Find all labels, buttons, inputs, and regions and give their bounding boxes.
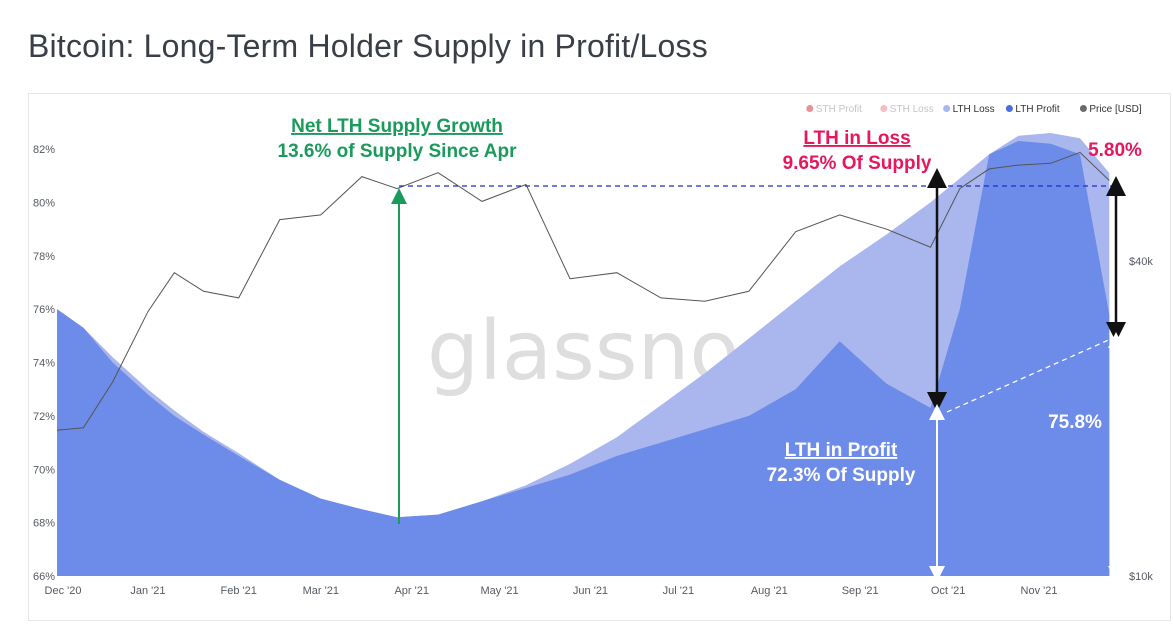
x-tick-label: Jan '21 [130,585,165,597]
legend-label[interactable]: STH Loss [890,104,934,115]
y-tick-label: 68% [33,518,55,530]
x-tick-label: Aug '21 [751,585,788,597]
y-axis-left: 66% 68% 70% 72% 74% 76% 78% 80% 82% [33,144,55,583]
x-tick-label: Jun '21 [573,585,608,597]
lth-profit-area [57,141,1110,576]
y-tick-label: 72% [33,411,55,423]
legend-swatch [1079,105,1087,112]
y-right-tick-label: $10k [1129,571,1153,583]
legend-label[interactable]: LTH Profit [1015,104,1059,115]
loss-now-value: 5.80% [1088,140,1142,161]
y-right-tick-label: $40k [1129,256,1153,268]
legend-swatch [880,105,888,112]
x-tick-label: Feb '21 [221,585,257,597]
x-tick-label: Dec '20 [45,585,82,597]
y-tick-label: 82% [33,144,55,156]
y-tick-label: 78% [33,251,55,263]
chart-frame: glassnode 66% 68% 70% 72% 74% 76% 78% 80% 82% $1… [28,93,1171,621]
page-title: Bitcoin: Long-Term Holder Supply in Prof… [28,28,708,64]
x-axis: Dec '20 Jan '21 Feb '21 Mar '21 Apr '21 May '… [45,585,1058,597]
y-tick-label: 80% [33,197,55,209]
legend-label[interactable]: STH Profit [816,104,862,115]
x-tick-label: Jul '21 [663,585,694,597]
legend-label[interactable]: Price [USD] [1089,104,1141,115]
profit-now-value: 75.8% [1048,412,1102,433]
legend: Price [USD] LTH Profit LTH Loss STH Loss STH… [806,104,1142,115]
y-tick-label: 76% [33,304,55,316]
x-tick-label: May '21 [481,585,519,597]
legend-label[interactable]: LTH Loss [953,104,995,115]
profit-trend-dashed [946,337,1114,413]
y-tick-label: 74% [33,358,55,370]
y-tick-label: 70% [33,464,55,476]
legend-swatch [806,105,814,112]
legend-swatch [943,105,951,112]
x-tick-label: Apr '21 [394,585,429,597]
profit-annotation-value: 72.3% Of Supply [767,465,916,486]
x-tick-label: Nov '21 [1021,585,1058,597]
legend-swatch [1005,105,1013,112]
chart-canvas[interactable]: glassnode 66%68%70%72%74%76%78%80%82% $1… [29,94,1172,622]
y-tick-label: 66% [33,571,55,583]
x-tick-label: Mar '21 [303,585,339,597]
x-tick-label: Sep '21 [842,585,879,597]
y-axis-right: $10k $40k [1129,256,1153,583]
growth-annotation-value: 13.6% of Supply Since Apr [278,141,518,162]
loss-annotation-title: LTH in Loss [803,128,910,149]
loss-annotation-value: 9.65% Of Supply [783,153,932,174]
x-tick-label: Oct '21 [931,585,966,597]
growth-annotation-title: Net LTH Supply Growth [291,116,503,137]
price-line [56,151,1110,431]
profit-annotation-title: LTH in Profit [785,440,898,461]
